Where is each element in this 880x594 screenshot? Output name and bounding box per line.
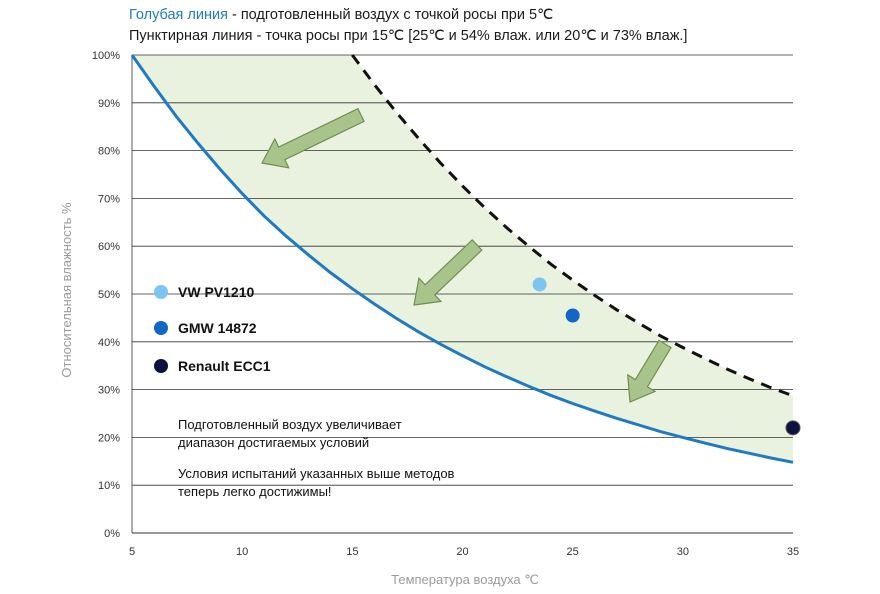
data-point	[785, 420, 801, 436]
data-point	[565, 308, 580, 323]
data-points	[532, 277, 801, 436]
legend-label: Renault ECC1	[178, 358, 271, 374]
header-line-1: Голубая линия - подготовленный воздух с …	[129, 7, 553, 23]
data-point	[532, 277, 547, 292]
x-tick-label: 10	[236, 546, 248, 558]
note-1-line-1: Подготовленный воздух увеличивает	[178, 417, 402, 432]
note-2-line-2: теперь легко достижимы!	[178, 484, 332, 499]
x-tick-label: 15	[346, 546, 358, 558]
dashed-line-series	[351, 54, 794, 398]
grid-lines	[131, 54, 793, 534]
y-tick-labels: 0% 10% 20% 30% 40% 50% 60% 70% 80% 90% 100%	[92, 50, 120, 540]
y-tick-label: 20%	[98, 432, 120, 444]
legend-label: VW PV1210	[178, 284, 254, 300]
header-line-2: Пунктирная линия - точка росы при 15℃ [2…	[129, 28, 688, 44]
x-tick-label: 35	[787, 546, 799, 558]
y-tick-label: 40%	[98, 337, 120, 349]
x-axis-label: Температура воздуха ℃	[391, 572, 539, 587]
blue-line-series	[130, 54, 794, 464]
x-tick-label: 20	[456, 546, 468, 558]
note-2-line-1: Условия испытаний указанных выше методов	[178, 466, 455, 481]
y-tick-label: 10%	[98, 480, 120, 492]
arrow-icon	[627, 339, 672, 403]
y-tick-label: 80%	[98, 146, 120, 158]
y-tick-label: 30%	[98, 385, 120, 397]
arrows	[261, 107, 672, 403]
y-tick-label: 0%	[104, 528, 120, 540]
legend: VW PV1210 GMW 14872 Renault ECC1	[154, 284, 271, 374]
x-tick-label: 5	[129, 546, 135, 558]
legend-label: GMW 14872	[178, 320, 257, 336]
y-tick-label: 50%	[98, 289, 120, 301]
y-axis-label: Относительная влажность %	[59, 202, 74, 378]
arrow-icon	[261, 107, 365, 169]
y-tick-label: 100%	[92, 50, 120, 62]
x-tick-labels: 5 10 15 20 25 30 35	[129, 546, 799, 558]
header-blue-label: Голубая линия	[129, 7, 228, 23]
x-tick-label: 30	[677, 546, 689, 558]
y-tick-label: 90%	[98, 98, 120, 110]
header-line-1-text: - подготовленный воздух с точкой росы пр…	[227, 7, 554, 23]
y-tick-label: 60%	[98, 241, 120, 253]
y-tick-label: 70%	[98, 193, 120, 205]
legend-marker	[154, 321, 168, 335]
x-tick-label: 25	[567, 546, 579, 558]
legend-marker	[154, 359, 168, 373]
note-1-line-2: диапазон достигаемых условий	[178, 435, 369, 450]
legend-marker	[154, 285, 168, 299]
arrow-icon	[413, 239, 483, 306]
